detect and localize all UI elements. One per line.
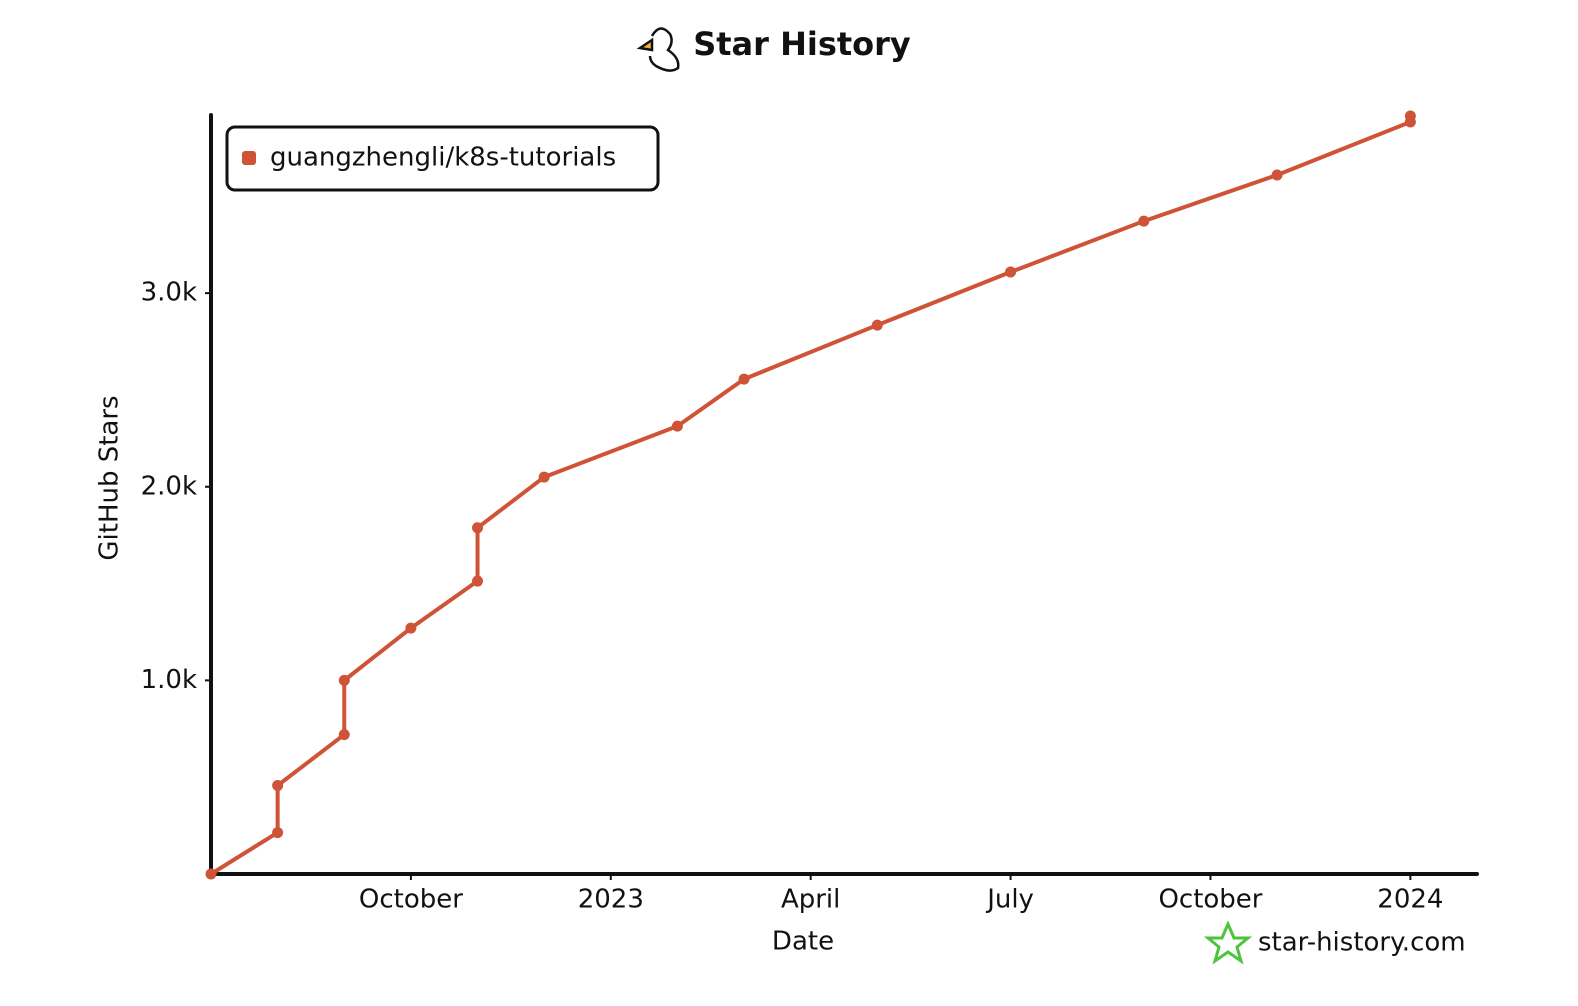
data-point: [1404, 110, 1416, 122]
x-tick-label: October: [359, 885, 463, 915]
data-point: [338, 674, 350, 686]
y-tick-label: 1.0k: [141, 665, 197, 695]
chart-title: Star History: [693, 25, 911, 63]
x-tick-label: October: [1158, 885, 1262, 915]
x-axis-label: Date: [772, 927, 834, 957]
watermark: star-history.com: [1258, 928, 1466, 958]
data-point: [272, 827, 284, 839]
legend-box: [225, 125, 660, 192]
y-axis-label: GitHub Stars: [95, 395, 125, 560]
data-point: [205, 868, 217, 880]
x-tick-label: 2023: [578, 885, 644, 915]
duck-icon: [636, 27, 680, 72]
watermark-logo: [1203, 920, 1253, 965]
data-point: [871, 319, 883, 331]
data-point: [1271, 169, 1283, 181]
data-point: [472, 575, 484, 587]
x-tick-label: April: [781, 885, 840, 915]
data-point: [1138, 215, 1150, 227]
data-point: [738, 373, 750, 385]
data-point: [1005, 266, 1017, 278]
data-point: [538, 471, 550, 483]
y-tick-label: 2.0k: [141, 471, 197, 501]
data-point: [472, 522, 484, 534]
x-tick-label: 2024: [1377, 885, 1443, 915]
x-tick-label: July: [985, 885, 1034, 915]
legend-swatch: [242, 151, 256, 165]
data-point: [272, 780, 284, 792]
data-point: [405, 622, 417, 634]
y-tick-label: 3.0k: [141, 278, 197, 308]
legend-label: guangzhengli/k8s-tutorials: [270, 143, 616, 173]
data-point: [338, 729, 350, 741]
data-point: [671, 420, 683, 432]
